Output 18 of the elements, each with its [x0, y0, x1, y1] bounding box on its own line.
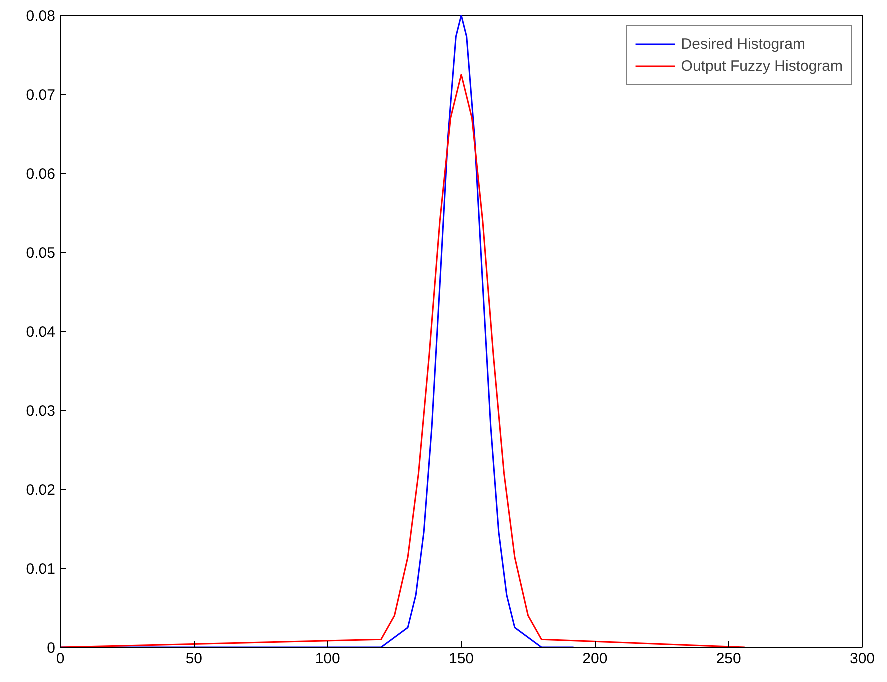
- legend-label: Output Fuzzy Histogram: [681, 58, 843, 74]
- x-tick-label: 150: [448, 650, 474, 668]
- y-tick-label: 0: [47, 640, 56, 657]
- x-tick-label: 50: [186, 650, 203, 668]
- x-tick-label: 300: [850, 650, 876, 668]
- legend-label: Desired Histogram: [681, 36, 806, 52]
- y-tick-label: 0.08: [26, 8, 56, 25]
- x-tick-label: 200: [582, 650, 608, 668]
- y-tick-label: 0.06: [26, 166, 56, 183]
- y-tick-label: 0.07: [26, 87, 56, 104]
- x-tick-label: 250: [716, 650, 742, 668]
- y-tick-label: 0.04: [26, 324, 56, 341]
- y-tick-label: 0.05: [26, 245, 56, 262]
- y-tick-label: 0.01: [26, 561, 56, 578]
- y-tick-label: 0.03: [26, 403, 56, 420]
- line-series: [60, 74, 746, 648]
- x-tick-label: 100: [315, 650, 340, 668]
- y-tick-label: 0.02: [26, 482, 56, 499]
